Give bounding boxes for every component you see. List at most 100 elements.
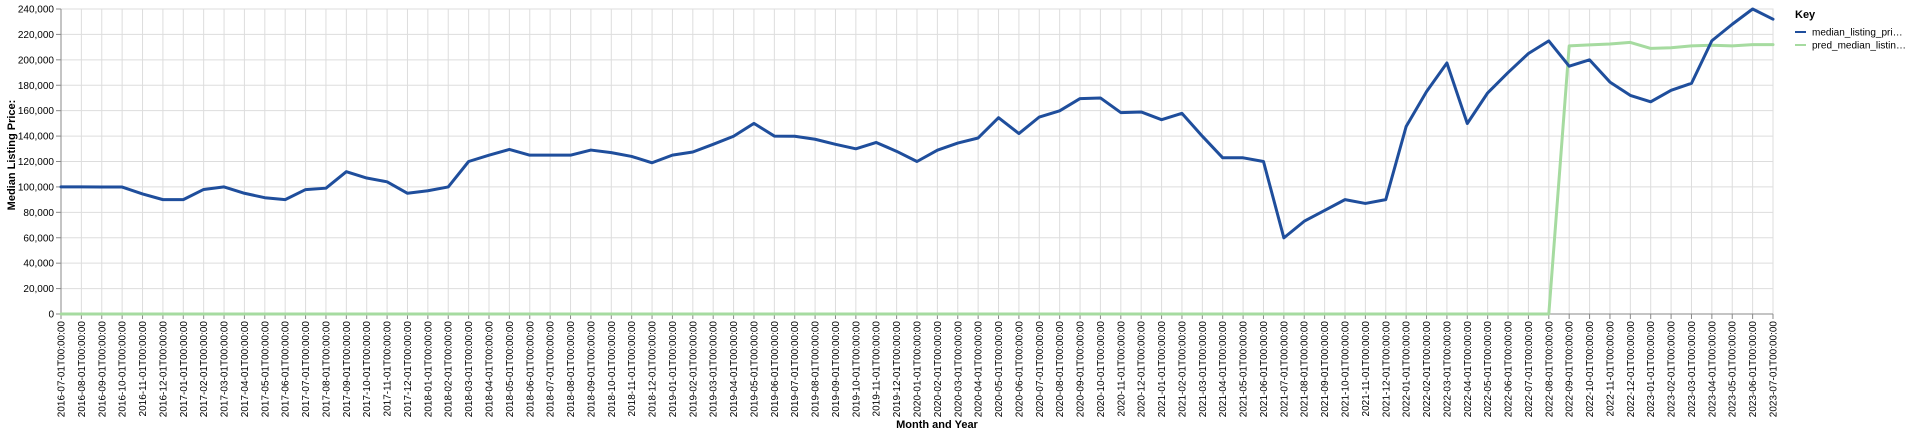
x-tick-label: 2018-02-01T00:00:00 <box>444 321 455 418</box>
x-tick-label: 2017-05-01T00:00:00 <box>260 321 271 418</box>
x-tick-label: 2020-04-01T00:00:00 <box>974 321 985 418</box>
x-tick-label: 2023-01-01T00:00:00 <box>1646 321 1657 418</box>
y-tick-label: 20,000 <box>23 284 54 295</box>
x-tick-label: 2021-04-01T00:00:00 <box>1218 321 1229 418</box>
x-tick-label: 2016-09-01T00:00:00 <box>97 321 108 418</box>
y-axis: 0 20,000 40,000 60,000 80,000 100,000 120,000 1… <box>18 5 62 321</box>
legend: Key median_listing_pri… pred_median_listi… <box>1795 9 1906 52</box>
x-tick-label: 2019-01-01T00:00:00 <box>668 321 679 418</box>
y-tick-label: 120,000 <box>18 157 55 168</box>
y-tick-label: 220,000 <box>18 30 55 41</box>
x-tick-label: 2020-05-01T00:00:00 <box>994 321 1005 418</box>
y-tick-label: 160,000 <box>18 106 55 117</box>
x-axis-title: Month and Year <box>896 419 978 431</box>
x-tick-label: 2019-05-01T00:00:00 <box>749 321 760 418</box>
x-tick-label: 2018-12-01T00:00:00 <box>648 321 659 418</box>
x-tick-label: 2018-08-01T00:00:00 <box>566 321 577 418</box>
x-tick-label: 2022-05-01T00:00:00 <box>1483 321 1494 418</box>
x-tick-label: 2016-12-01T00:00:00 <box>158 321 169 418</box>
x-tick-label: 2018-10-01T00:00:00 <box>607 321 618 418</box>
y-tick-label: 40,000 <box>23 259 54 270</box>
x-tick-label: 2020-02-01T00:00:00 <box>933 321 944 418</box>
x-tick-label: 2022-03-01T00:00:00 <box>1442 321 1453 418</box>
x-tick-label: 2017-06-01T00:00:00 <box>281 321 292 418</box>
x-tick-label: 2020-03-01T00:00:00 <box>953 321 964 418</box>
y-tick-label: 140,000 <box>18 132 55 143</box>
x-tick-label: 2017-11-01T00:00:00 <box>383 321 394 417</box>
x-tick-label: 2023-05-01T00:00:00 <box>1728 321 1739 418</box>
y-tick-label: 0 <box>48 310 54 321</box>
x-tick-label: 2023-04-01T00:00:00 <box>1707 321 1718 418</box>
x-tick-label: 2022-12-01T00:00:00 <box>1626 321 1637 418</box>
x-tick-label: 2019-09-01T00:00:00 <box>831 321 842 418</box>
x-tick-label: 2020-01-01T00:00:00 <box>913 321 924 418</box>
x-tick-label: 2021-03-01T00:00:00 <box>1198 321 1209 418</box>
x-tick-label: 2016-11-01T00:00:00 <box>138 321 149 417</box>
x-tick-label: 2019-12-01T00:00:00 <box>892 321 903 418</box>
x-tick-label: 2023-06-01T00:00:00 <box>1748 321 1759 418</box>
y-tick-label: 200,000 <box>18 55 55 66</box>
x-tick-label: 2021-08-01T00:00:00 <box>1300 321 1311 418</box>
x-tick-label: 2022-11-01T00:00:00 <box>1605 321 1616 417</box>
x-tick-label: 2021-01-01T00:00:00 <box>1157 321 1168 418</box>
x-tick-label: 2017-03-01T00:00:00 <box>220 321 231 418</box>
y-tick-label: 240,000 <box>18 5 55 16</box>
x-tick-label: 2020-11-01T00:00:00 <box>1116 321 1127 417</box>
legend-label: pred_median_listin… <box>1812 41 1906 52</box>
x-tick-label: 2018-06-01T00:00:00 <box>525 321 536 418</box>
x-tick-label: 2021-05-01T00:00:00 <box>1239 321 1250 418</box>
y-tick-label: 100,000 <box>18 182 55 193</box>
x-tick-label: 2019-02-01T00:00:00 <box>688 321 699 418</box>
x-tick-label: 2022-09-01T00:00:00 <box>1565 321 1576 418</box>
x-tick-label: 2023-07-01T00:00:00 <box>1769 321 1780 418</box>
x-tick-label: 2022-04-01T00:00:00 <box>1463 321 1474 418</box>
grid-lines <box>60 8 1774 315</box>
x-tick-label: 2019-06-01T00:00:00 <box>770 321 781 418</box>
x-tick-label: 2021-10-01T00:00:00 <box>1341 321 1352 418</box>
legend-title: Key <box>1795 9 1816 21</box>
x-tick-label: 2022-02-01T00:00:00 <box>1422 321 1433 418</box>
x-tick-label: 2018-11-01T00:00:00 <box>627 321 638 417</box>
x-tick-label: 2022-10-01T00:00:00 <box>1585 321 1596 418</box>
x-tick-label: 2019-11-01T00:00:00 <box>872 321 883 417</box>
x-tick-label: 2020-10-01T00:00:00 <box>1096 321 1107 418</box>
x-tick-label: 2018-01-01T00:00:00 <box>423 321 434 418</box>
x-tick-label: 2019-08-01T00:00:00 <box>811 321 822 418</box>
y-tick-label: 180,000 <box>18 81 55 92</box>
x-tick-label: 2017-07-01T00:00:00 <box>301 321 312 418</box>
x-tick-label: 2021-02-01T00:00:00 <box>1177 321 1188 418</box>
y-tick-label: 80,000 <box>23 208 54 219</box>
x-tick-label: 2019-07-01T00:00:00 <box>790 321 801 418</box>
x-tick-label: 2017-01-01T00:00:00 <box>179 321 190 418</box>
x-tick-label: 2018-07-01T00:00:00 <box>546 321 557 418</box>
x-tick-label: 2016-10-01T00:00:00 <box>118 321 129 418</box>
x-tick-label: 2021-06-01T00:00:00 <box>1259 321 1270 418</box>
x-tick-label: 2017-04-01T00:00:00 <box>240 321 251 418</box>
series-line-pred-median-listing <box>59 40 1775 316</box>
x-tick-label: 2022-01-01T00:00:00 <box>1402 321 1413 418</box>
x-tick-label: 2020-09-01T00:00:00 <box>1076 321 1087 418</box>
x-tick-label: 2020-08-01T00:00:00 <box>1055 321 1066 418</box>
x-tick-label: 2022-08-01T00:00:00 <box>1544 321 1555 418</box>
x-tick-label: 2020-06-01T00:00:00 <box>1014 321 1025 418</box>
x-axis: 2016-07-01T00:00:00 2016-08-01T00:00:00 20… <box>57 313 1780 418</box>
x-tick-label: 2018-05-01T00:00:00 <box>505 321 516 418</box>
x-tick-label: 2021-12-01T00:00:00 <box>1381 321 1392 418</box>
x-tick-label: 2018-04-01T00:00:00 <box>485 321 496 418</box>
x-tick-label: 2019-04-01T00:00:00 <box>729 321 740 418</box>
x-tick-label: 2018-03-01T00:00:00 <box>464 321 475 418</box>
x-tick-label: 2017-09-01T00:00:00 <box>342 321 353 418</box>
x-tick-label: 2022-06-01T00:00:00 <box>1504 321 1515 418</box>
x-tick-label: 2023-02-01T00:00:00 <box>1667 321 1678 418</box>
x-tick-label: 2019-03-01T00:00:00 <box>709 321 720 418</box>
x-tick-label: 2021-07-01T00:00:00 <box>1279 321 1290 418</box>
series-line-median-listing <box>59 7 1775 240</box>
x-tick-label: 2016-07-01T00:00:00 <box>57 321 68 418</box>
x-tick-label: 2019-10-01T00:00:00 <box>851 321 862 418</box>
x-tick-label: 2017-02-01T00:00:00 <box>199 321 210 418</box>
x-tick-label: 2016-08-01T00:00:00 <box>77 321 88 418</box>
x-tick-label: 2020-12-01T00:00:00 <box>1137 321 1148 418</box>
x-tick-label: 2021-11-01T00:00:00 <box>1361 321 1372 417</box>
legend-label: median_listing_pri… <box>1812 28 1903 39</box>
